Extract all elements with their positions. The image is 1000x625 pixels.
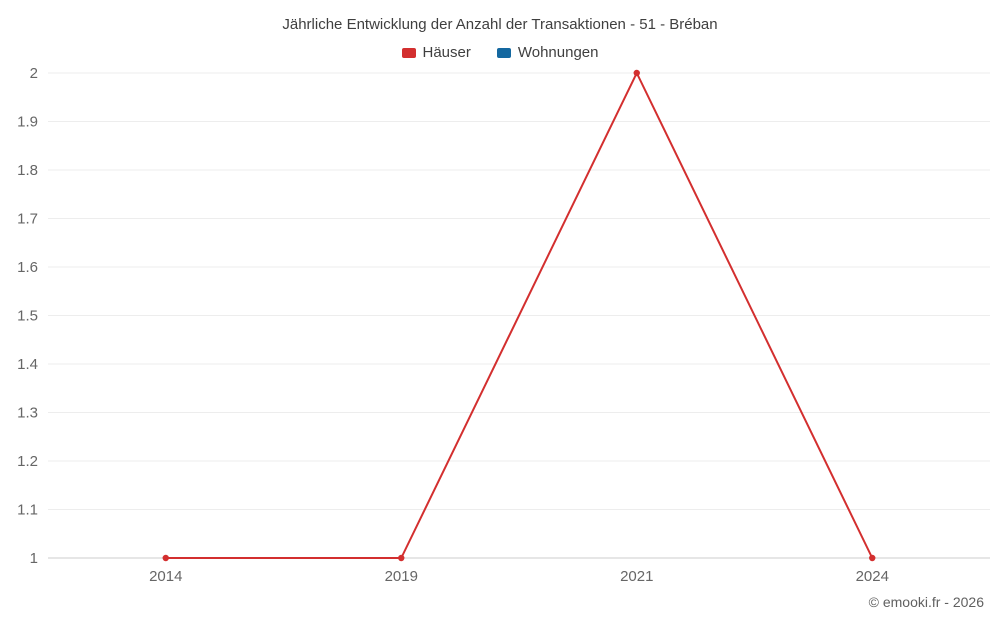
chart-legend: Häuser Wohnungen	[0, 44, 1000, 61]
y-tick-label: 1.8	[17, 162, 38, 179]
x-tick-label: 2014	[149, 568, 182, 585]
data-point-häuser-2014[interactable]	[162, 554, 169, 562]
y-tick-label: 1.9	[17, 114, 38, 131]
legend-swatch-icon	[496, 47, 511, 58]
chart-title: Jährliche Entwicklung der Anzahl der Tra…	[282, 16, 718, 33]
data-point-häuser-2024[interactable]	[869, 554, 876, 562]
x-tick-label: 2021	[620, 568, 653, 585]
y-tick-label: 1	[30, 550, 38, 567]
legend-item-wohnungen[interactable]: Wohnungen	[496, 44, 599, 61]
y-tick-label: 1.6	[17, 259, 38, 276]
legend-label: Häuser	[422, 44, 471, 61]
y-tick-label: 1.2	[17, 453, 38, 470]
legend-label: Wohnungen	[517, 44, 599, 61]
x-tick-label: 2019	[385, 568, 418, 585]
legend-swatch-icon	[401, 47, 416, 58]
series-line-häuser	[165, 72, 874, 559]
y-tick-label: 1.1	[17, 502, 38, 519]
y-tick-label: 1.7	[17, 211, 38, 228]
data-point-häuser-2019[interactable]	[398, 554, 405, 562]
y-tick-label: 2	[30, 65, 38, 82]
y-tick-label: 1.5	[17, 308, 38, 325]
legend-item-häuser[interactable]: Häuser	[401, 44, 471, 61]
y-tick-label: 1.3	[17, 405, 38, 422]
watermark: © emooki.fr - 2026	[868, 594, 984, 610]
y-tick-label: 1.4	[17, 356, 38, 373]
x-tick-label: 2024	[856, 568, 889, 585]
data-point-häuser-2021[interactable]	[633, 69, 640, 77]
